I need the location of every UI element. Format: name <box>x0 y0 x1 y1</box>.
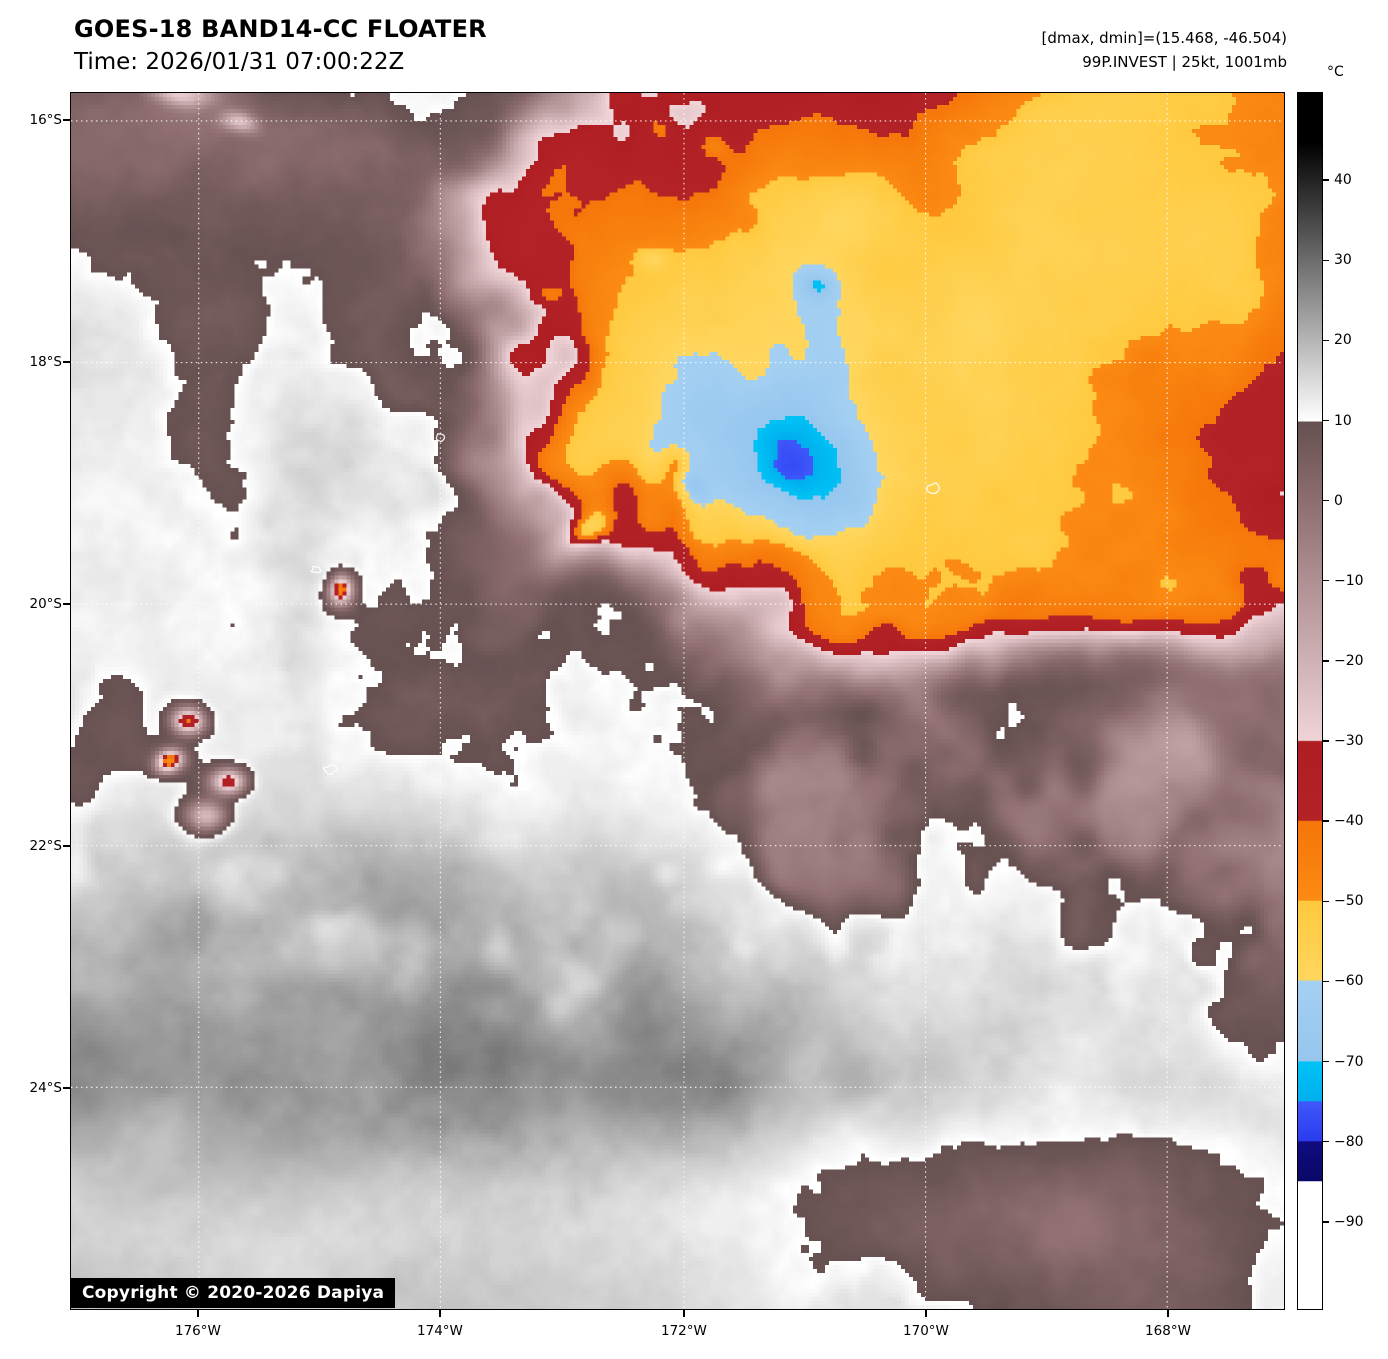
copyright-badge: Copyright © 2020-2026 Dapiya <box>71 1278 396 1308</box>
lon-label: 168°W <box>1145 1323 1191 1339</box>
lon-tick <box>925 1310 927 1317</box>
colorbar-tick <box>1323 1141 1329 1143</box>
colorbar-tick-label: −70 <box>1334 1053 1364 1070</box>
colorbar-tick <box>1323 580 1329 582</box>
colorbar-tick-label: 0 <box>1334 492 1343 509</box>
lat-label: 16°S <box>29 112 63 128</box>
lat-tick <box>63 845 70 847</box>
colorbar-tick-label: −20 <box>1334 652 1364 669</box>
colorbar-unit-label: °C <box>1327 64 1344 80</box>
atoll-coastline <box>435 433 446 443</box>
lon-label: 170°W <box>903 1323 949 1339</box>
colorbar-tick-label: −60 <box>1334 973 1364 990</box>
colorbar-tick <box>1323 179 1329 181</box>
colorbar <box>1297 92 1323 1310</box>
satellite-image-canvas <box>71 93 1284 1309</box>
colorbar-tick <box>1323 980 1329 983</box>
lon-tick <box>1167 1310 1169 1317</box>
colorbar-tick <box>1323 1221 1329 1223</box>
grid-overlay <box>71 93 1284 1309</box>
lon-tick <box>439 1310 441 1317</box>
colorbar-tick-label: −80 <box>1334 1133 1364 1150</box>
lat-tick <box>63 603 70 605</box>
lon-label: 176°W <box>175 1323 221 1339</box>
colorbar-tick <box>1323 1060 1329 1063</box>
colorbar-tick-label: 20 <box>1334 332 1352 349</box>
colorbar-tick <box>1323 820 1329 822</box>
colorbar-tick <box>1323 740 1329 742</box>
lon-label: 172°W <box>661 1323 707 1339</box>
colorbar-tick-label: −30 <box>1334 733 1364 750</box>
dmax-dmin-readout: [dmax, dmin]=(15.468, -46.504) <box>1041 29 1287 47</box>
colorbar-tick-label: −90 <box>1334 1213 1364 1230</box>
colorbar-tick-label: −50 <box>1334 893 1364 910</box>
atoll-coastline <box>309 565 322 574</box>
colorbar-tick <box>1323 339 1329 342</box>
colorbar-gradient <box>1298 93 1322 1309</box>
lat-tick <box>63 1087 70 1089</box>
colorbar-tick <box>1323 660 1329 662</box>
lat-label: 20°S <box>29 596 63 613</box>
storm-info: 99P.INVEST | 25kt, 1001mb <box>1082 53 1287 71</box>
product-time: Time: 2026/01/31 07:00:22Z <box>74 49 405 75</box>
colorbar-tick <box>1323 900 1329 903</box>
colorbar-tick-label: 40 <box>1334 172 1352 189</box>
colorbar-tick-label: 30 <box>1334 252 1352 269</box>
map-panel: Copyright © 2020-2026 Dapiya <box>70 92 1285 1310</box>
lat-tick <box>63 361 70 363</box>
lat-label: 22°S <box>29 837 63 854</box>
lat-label: 18°S <box>29 354 63 371</box>
lat-label: 24°S <box>29 1079 63 1096</box>
atoll-coastline <box>926 482 941 494</box>
lon-label: 174°W <box>417 1323 463 1339</box>
lon-tick <box>683 1310 685 1317</box>
atoll-coastline <box>322 763 338 775</box>
colorbar-tick <box>1323 259 1329 261</box>
lat-tick <box>63 119 70 121</box>
lon-tick <box>197 1310 199 1317</box>
colorbar-tick-label: 10 <box>1334 412 1352 429</box>
product-title: GOES-18 BAND14-CC FLOATER <box>74 15 487 43</box>
colorbar-tick <box>1323 499 1329 502</box>
colorbar-tick <box>1323 419 1329 422</box>
colorbar-tick-label: −40 <box>1334 813 1364 830</box>
colorbar-tick-label: −10 <box>1334 572 1364 589</box>
